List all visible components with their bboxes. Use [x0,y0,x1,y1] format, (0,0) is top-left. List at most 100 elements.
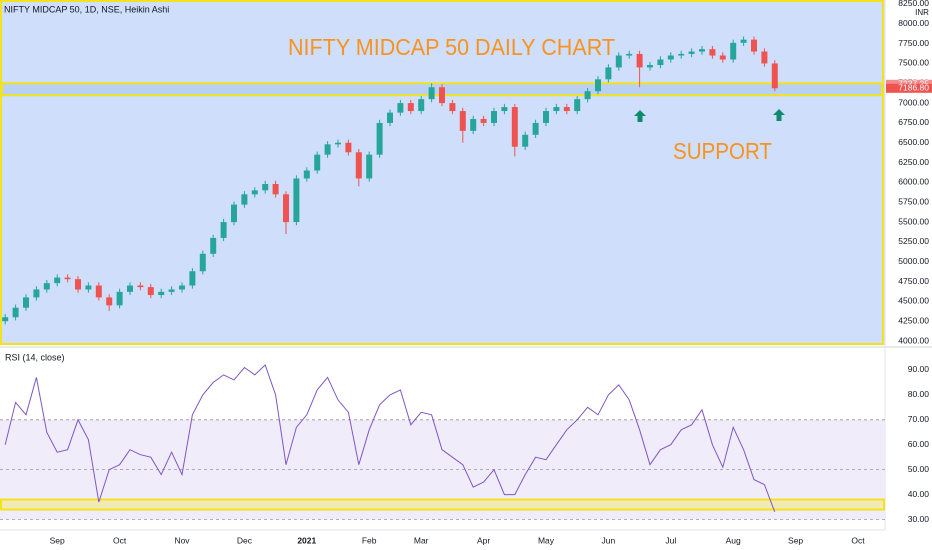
candle-body [355,152,362,179]
y-tick-label: 6250.00 [898,157,929,167]
candle-body [657,59,664,66]
candle-body [241,194,248,205]
candle-body [730,42,737,60]
candle-body [626,53,633,56]
y-tick-label: 70.00 [908,414,930,424]
candle-body [740,39,747,43]
rsi-line [4,364,776,513]
candle-body [511,107,518,147]
candle-body [407,103,414,112]
y-tick-label: 7750.00 [898,38,929,48]
candle-body [480,118,487,123]
price-pane [0,0,885,345]
candle-body [563,107,570,112]
y-tick-label: 50.00 [908,464,930,474]
y-tick-label: 5250.00 [898,236,929,246]
candle-body [522,134,529,147]
candle-body [12,307,19,318]
candle-body [75,279,81,290]
candle-body [605,67,612,80]
candle-body [116,291,123,306]
price-marker [886,83,932,93]
candle-body [418,99,425,112]
y-tick-label: 40.00 [908,489,930,499]
candle-body [397,103,404,113]
candle-body [501,107,508,112]
candle-body [293,178,300,223]
candle-body [189,271,196,286]
x-tick-label: Mar [414,535,429,545]
price-marker-label: 7237.25 [898,79,929,89]
candle-body [127,285,133,292]
x-tick-label: Jun [602,535,616,545]
candle-body [168,289,175,292]
candle-body [54,277,61,284]
x-tick-label: Oct [851,535,865,545]
candle-body [158,291,165,296]
x-tick-label: Jul [665,535,676,545]
y-tick-label: 4500.00 [898,296,929,306]
candle-body [667,55,674,60]
y-tick-label: 90.00 [908,364,930,374]
y-tick-label: 4000.00 [898,335,929,345]
y-tick-label: 7000.00 [898,97,929,107]
candle-body [543,111,549,123]
currency: INR [915,8,929,17]
y-tick-label: 5750.00 [898,196,929,206]
candle-body [272,184,279,195]
y-tick-label: 80.00 [908,389,930,399]
support-zone [0,498,885,511]
candle-body [719,55,726,60]
y-tick-label: 8250.00 [898,0,929,8]
y-tick-label: 6750.00 [898,117,929,127]
candle-body [584,91,591,100]
candle-body [85,285,92,290]
x-tick-label: Sep [788,535,803,545]
candle-body [615,55,622,68]
x-tick-label: Aug [726,535,741,545]
candle-body [470,118,477,131]
x-tick-label: Nov [174,535,190,545]
y-tick-label: 5500.00 [898,216,929,226]
arrow [634,110,646,122]
x-tick-label: Feb [362,535,377,545]
y-tick-label: 60.00 [908,439,930,449]
candle-body [439,87,445,104]
candle-body [220,222,227,238]
candle-body [95,285,102,298]
candle-body [43,283,50,290]
y-tick-label: 4250.00 [898,315,929,325]
y-tick-label: 30.00 [908,514,930,524]
x-tick-label: May [538,535,555,545]
candle-body [106,297,113,306]
candle-body [147,287,154,296]
candle-body [553,107,560,112]
x-tick-label: Apr [477,535,490,545]
candle-body [647,65,653,68]
candle-body [699,49,705,52]
y-tick-label: 4750.00 [898,276,929,286]
candle-body [137,285,144,288]
candle-body [64,277,71,280]
candle-body [574,99,581,112]
y-tick-label: 5000.00 [898,256,929,266]
candle-body [761,51,768,64]
candle-body [387,112,393,123]
frame [0,0,884,345]
candle-body [376,122,383,155]
candle-body [231,204,237,223]
candle-body [636,53,643,68]
candle-body [324,144,331,155]
y-tick-label: 6000.00 [898,177,929,187]
candle-body [449,103,456,112]
x-tick-label: Dec [237,535,253,545]
candle-body [491,111,497,123]
candle-body [199,253,206,272]
price-marker-label: 7186.80 [898,83,929,93]
candle-body [251,190,258,195]
candle-body [428,87,435,100]
candle-body [210,237,217,254]
candle-body [335,142,341,145]
candle-body [33,289,40,298]
candle-body [771,63,778,89]
